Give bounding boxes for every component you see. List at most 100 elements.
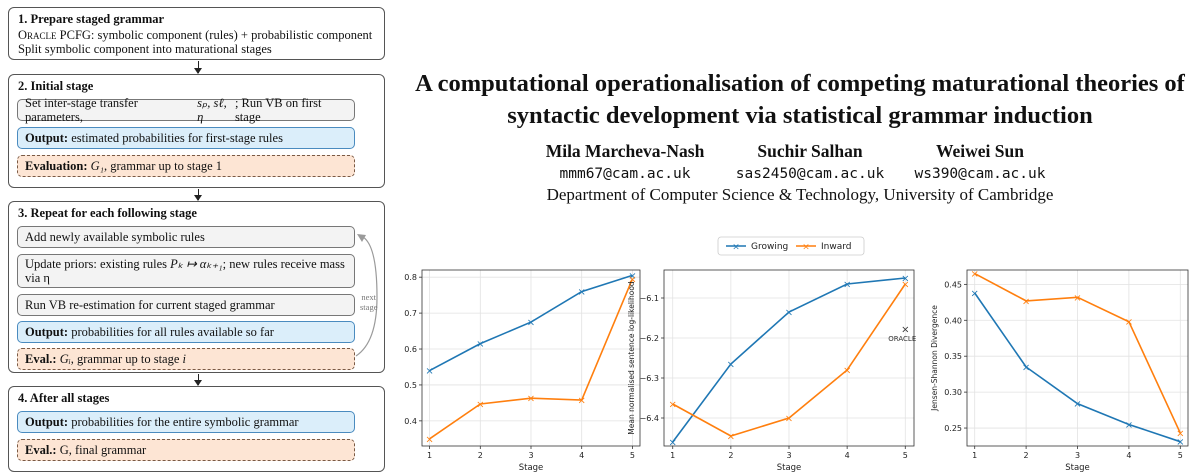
data-point: ×	[628, 271, 636, 282]
step-update-priors: Update priors: existing rules Pₖ ↦ αₖ₊₁;…	[17, 254, 355, 288]
x-tick-label: 2	[728, 451, 733, 460]
step-evaluation: Eval.: G, final grammar	[17, 439, 355, 461]
data-point: ×	[727, 432, 735, 443]
data-point: ×	[1125, 317, 1133, 328]
x-tick-label: 3	[528, 451, 533, 460]
section-initial-stage: 2. Initial stage Set inter-stage transfe…	[8, 74, 385, 188]
step-vb-reestimation: Run VB re-estimation for current staged …	[17, 294, 355, 316]
chart-log-likelihood: −6.4 −6.3 −6.2 −6.1 1 2 3 4 5 Stage Mean normalise…	[627, 269, 916, 473]
series-line-inward	[429, 278, 634, 440]
legend-label-inward: Inward	[821, 242, 852, 252]
plot-frame	[966, 269, 1189, 447]
affiliation: Department of Computer Science & Technol…	[546, 185, 1054, 204]
y-tick-label: −6.3	[640, 374, 659, 383]
oracle-marker: ×	[901, 325, 909, 336]
section-prepare-grammar: 1. Prepare staged grammar Oracle PCFG: s…	[8, 7, 385, 60]
step-output: Output: estimated probabilities for firs…	[17, 127, 355, 149]
section-title: 1. Prepare staged grammar	[18, 12, 165, 26]
section-repeat-stage: 3. Repeat for each following stage Add n…	[8, 201, 385, 373]
author-3: Weiwei Sun ws390@cam.ac.uk	[900, 141, 1060, 182]
step-evaluation: Evaluation: G₁, grammar up to stage 1	[17, 155, 355, 177]
chart-js-divergence: 0.25 0.30 0.35 0.40 0.45 1 2 3 4 5 Stage Jensen-Sha…	[930, 269, 1189, 473]
plot-frame	[663, 269, 915, 447]
x-axis-label: Stage	[1065, 463, 1090, 473]
step-output: Output: probabilities for the entire sym…	[17, 411, 355, 433]
x-tick-label: 4	[579, 451, 584, 460]
step-set-parameters: Set inter-stage transfer parameters, sₚ,…	[17, 96, 355, 124]
results-charts: × Growing × Inward 0.4 0.5 0.6 0.7 0.8 1 2 3 4 5 S…	[404, 236, 1189, 473]
loop-arrow	[355, 234, 378, 357]
flow-arrow	[194, 189, 202, 201]
data-point: ×	[669, 438, 677, 449]
author-email[interactable]: sas2450@cam.ac.uk	[735, 166, 885, 182]
data-point: ×	[901, 280, 909, 291]
series-line-inward	[974, 272, 1182, 434]
data-point: ×	[578, 396, 586, 407]
flow-arrow	[194, 374, 202, 386]
y-tick-label: 0.35	[944, 352, 962, 361]
author-email[interactable]: mmm67@cam.ac.uk	[559, 166, 691, 182]
section-title: 4. After all stages	[18, 391, 110, 405]
data-point: ×	[669, 400, 677, 411]
y-tick-label: −6.1	[640, 294, 659, 303]
data-point: ×	[476, 399, 484, 410]
flow-arrow	[194, 61, 202, 74]
paper-title: A computational operationalisation of co…	[415, 70, 1185, 129]
x-tick-label: 3	[1075, 451, 1080, 460]
data-point: ×	[425, 366, 433, 377]
data-point: ×	[1022, 296, 1030, 307]
x-tick-label: 1	[670, 451, 675, 460]
author-2: Suchir Salhan sas2450@cam.ac.uk	[720, 141, 900, 182]
data-point: ×	[1073, 293, 1081, 304]
data-point: ×	[1176, 429, 1184, 440]
data-point: ×	[578, 287, 586, 298]
data-point: ×	[1176, 437, 1184, 448]
data-point: ×	[785, 414, 793, 425]
data-point: ×	[727, 360, 735, 371]
data-point: ×	[527, 318, 535, 329]
x-tick-label: 5	[903, 451, 908, 460]
x-axis-label: Stage	[519, 463, 544, 473]
data-point: ×	[628, 274, 636, 285]
legend-label-growing: Growing	[751, 242, 788, 252]
series-line-inward	[672, 283, 906, 437]
legend-marker: ×	[732, 243, 740, 253]
series-line-growing	[672, 277, 906, 443]
section-title: 2. Initial stage	[18, 79, 94, 93]
author-1: Mila Marcheva-Nash mmm67@cam.ac.uk	[530, 141, 720, 182]
data-point: ×	[1022, 362, 1030, 373]
data-point: ×	[971, 269, 979, 280]
step-evaluation: Eval.: Gᵢ, grammar up to stage i	[17, 348, 355, 370]
x-tick-label: 1	[427, 451, 432, 460]
step-add-rules: Add newly available symbolic rules	[17, 226, 355, 248]
y-tick-label: −6.4	[640, 414, 659, 423]
x-tick-label: 1	[972, 451, 977, 460]
y-tick-label: 0.4	[404, 417, 417, 426]
section-after-all-stages: 4. After all stages Output: probabilitie…	[8, 386, 385, 472]
section-title: 3. Repeat for each following stage	[18, 206, 197, 220]
data-point: ×	[425, 434, 433, 445]
plot-frame	[421, 269, 641, 447]
y-tick-label: 0.30	[944, 388, 962, 397]
data-point: ×	[843, 366, 851, 377]
x-tick-label: 4	[845, 451, 850, 460]
y-axis-label: Jensen-Shannon Divergence	[930, 305, 939, 412]
data-point: ×	[1073, 399, 1081, 410]
y-tick-label: 0.40	[944, 316, 962, 325]
series-line-growing	[429, 274, 633, 372]
author-email[interactable]: ws390@cam.ac.uk	[914, 166, 1046, 182]
x-tick-label: 2	[478, 451, 483, 460]
y-tick-label: 0.7	[404, 309, 417, 318]
y-tick-label: −6.2	[640, 334, 659, 343]
y-tick-label: 0.25	[944, 424, 962, 433]
data-point: ×	[843, 280, 851, 291]
section-text: Split symbolic component into maturation…	[18, 42, 272, 56]
data-point: ×	[901, 274, 909, 285]
y-axis-label: Mean normalised sentence log-likelihood	[627, 281, 636, 435]
data-point: ×	[527, 394, 535, 405]
x-axis-label: Stage	[777, 463, 802, 473]
data-point: ×	[971, 288, 979, 299]
step-output: Output: probabilities for all rules avai…	[17, 321, 355, 343]
data-point: ×	[1125, 420, 1133, 431]
data-point: ×	[476, 339, 484, 350]
